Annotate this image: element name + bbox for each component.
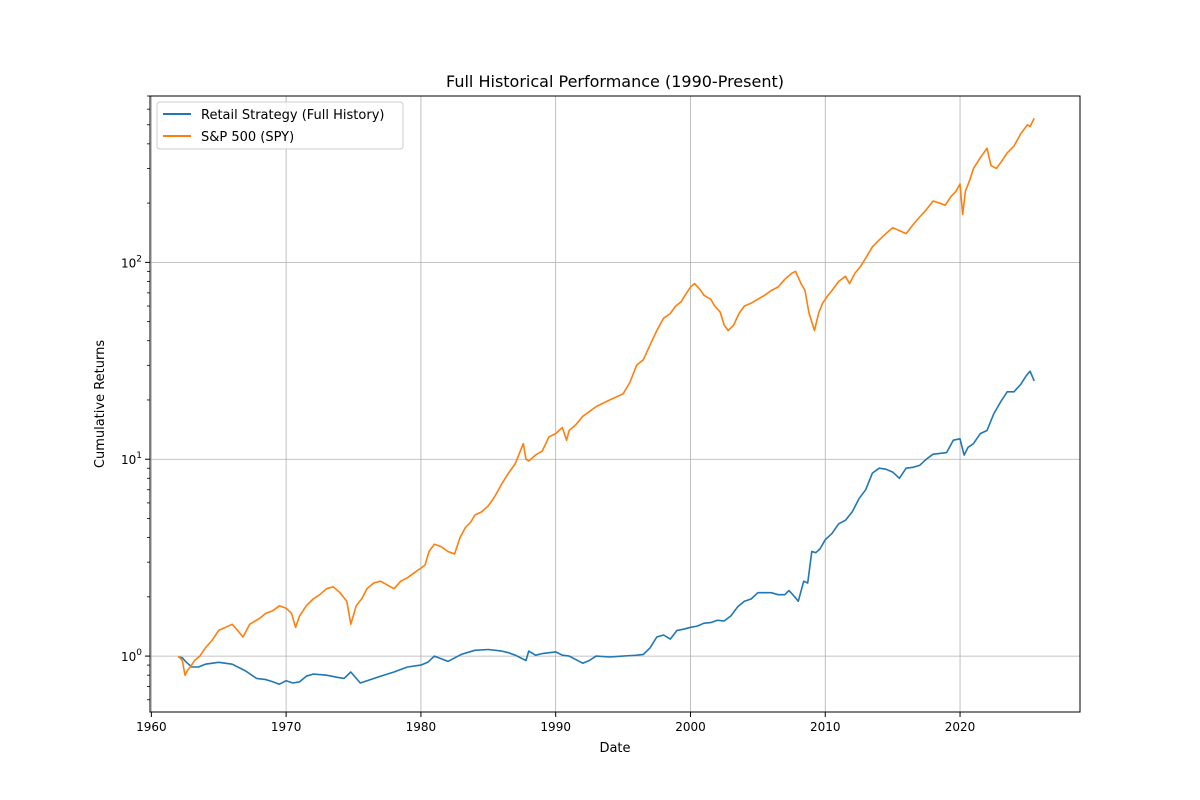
plot-area: [150, 96, 1080, 712]
chart-title: Full Historical Performance (1990-Presen…: [446, 72, 784, 91]
series-line-retail-strategy: [178, 370, 1035, 686]
legend-label-retail-strategy: Retail Strategy (Full History): [201, 108, 384, 123]
x-tick-label: 1980: [406, 720, 437, 734]
x-tick-label: 2010: [810, 720, 841, 734]
plot-frame: [149, 95, 1081, 713]
x-tick-label: 1970: [271, 720, 302, 734]
legend-label-sp500: S&P 500 (SPY): [201, 130, 294, 145]
y-tick-label: 101: [121, 451, 142, 467]
x-tick-label: 2000: [675, 720, 706, 734]
y-tick-label: 102: [121, 254, 142, 270]
x-tick-label: 2020: [945, 720, 976, 734]
x-axis-ticks: 1960 1970 1980 1990 2000 2010 2020: [136, 712, 975, 734]
series-line-sp500: [177, 117, 1035, 677]
y-tick-label: 100: [121, 648, 142, 664]
legend-box: [156, 101, 404, 150]
series-lines: [177, 117, 1035, 686]
x-tick-label: 1960: [136, 720, 167, 734]
y-axis-ticks: 100 101 102: [121, 95, 150, 701]
y-axis-label: Cumulative Returns: [93, 340, 108, 468]
grid: [150, 96, 1080, 712]
x-tick-label: 1990: [540, 720, 571, 734]
legend: Retail Strategy (Full History) S&P 500 (…: [156, 101, 404, 150]
x-axis-label: Date: [599, 741, 630, 756]
